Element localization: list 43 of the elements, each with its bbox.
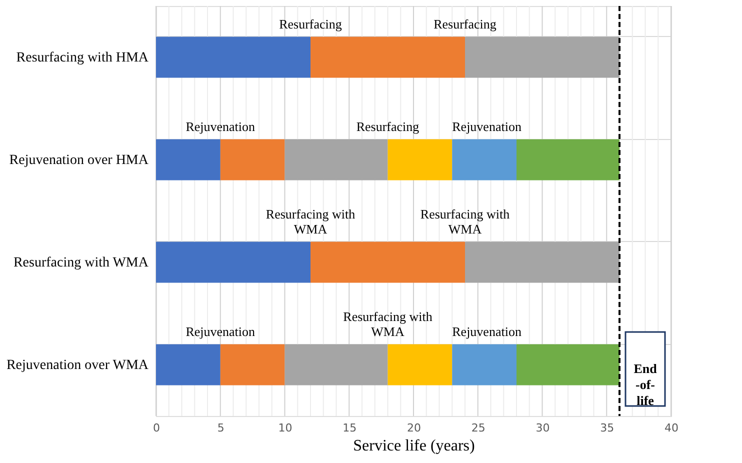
x-tick-label: 0 bbox=[153, 422, 160, 434]
y-tick-label: Resurfacing with WMA bbox=[13, 255, 150, 270]
ref-line-label: End -of- life bbox=[634, 361, 658, 408]
bar bbox=[156, 36, 310, 78]
annotation: Resurfacing bbox=[434, 16, 497, 32]
annotation: Resurfacing with WMA bbox=[420, 206, 510, 236]
x-tick-label: 15 bbox=[342, 422, 357, 434]
x-tick-label: 35 bbox=[600, 422, 614, 434]
annotation: Resurfacing bbox=[356, 118, 420, 134]
bar bbox=[284, 139, 388, 180]
y-tick-label: Rejuvenation over WMA bbox=[6, 358, 150, 373]
x-tick-label: 40 bbox=[664, 422, 678, 434]
bar bbox=[220, 344, 285, 386]
x-tick-label: 25 bbox=[471, 422, 486, 434]
bar bbox=[284, 344, 388, 386]
annotation: Resurfacing with WMA bbox=[343, 308, 433, 339]
bar bbox=[516, 139, 620, 180]
annotation: Resurfacing with WMA bbox=[266, 206, 356, 236]
bar bbox=[156, 242, 310, 283]
bar bbox=[310, 242, 465, 283]
bar bbox=[465, 36, 620, 78]
annotation: Rejuvenation bbox=[452, 118, 522, 134]
bar bbox=[452, 344, 516, 386]
bar bbox=[220, 139, 285, 180]
bar bbox=[388, 344, 452, 386]
annotation: Rejuvenation bbox=[452, 324, 522, 339]
bar bbox=[465, 242, 620, 283]
bar bbox=[452, 139, 516, 180]
annotation: Rejuvenation bbox=[186, 118, 256, 134]
y-tick-label: Resurfacing with HMA bbox=[16, 50, 150, 66]
x-tick-label: 30 bbox=[536, 422, 550, 434]
annotation: Resurfacing bbox=[279, 16, 342, 32]
bar bbox=[516, 344, 620, 386]
bar bbox=[156, 139, 220, 180]
x-axis-title: Service life (years) bbox=[353, 438, 475, 454]
annotation: Rejuvenation bbox=[186, 324, 256, 339]
bar bbox=[156, 344, 220, 386]
x-tick-label: 5 bbox=[217, 422, 224, 434]
y-tick-label: Rejuvenation over HMA bbox=[9, 152, 150, 168]
bar bbox=[388, 139, 452, 180]
bar bbox=[310, 36, 465, 78]
x-tick-label: 10 bbox=[278, 422, 292, 434]
x-tick-label: 20 bbox=[407, 422, 421, 434]
